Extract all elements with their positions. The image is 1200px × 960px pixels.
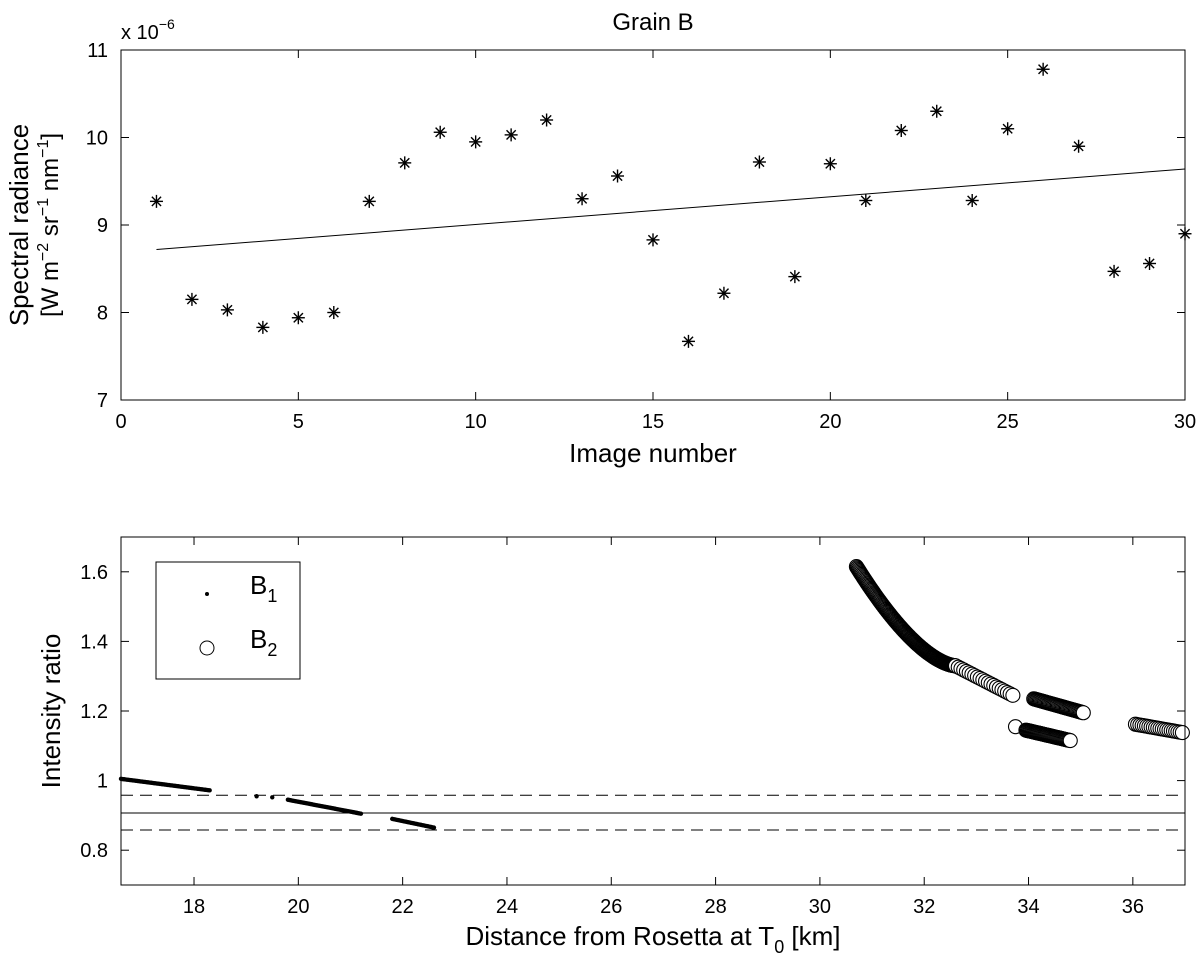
- data-point: [681, 334, 695, 348]
- legend: B1 B2: [155, 561, 301, 680]
- legend-marker-b2: [199, 640, 215, 656]
- legend-marker-b1: [205, 592, 209, 596]
- x-tick-label: 30: [809, 896, 831, 918]
- x-tick-label: 25: [997, 411, 1019, 433]
- y-tick-label: 0.8: [80, 840, 108, 862]
- data-point: [752, 155, 766, 169]
- x-tick-label: 20: [287, 896, 309, 918]
- x-tick-label: 30: [1174, 411, 1196, 433]
- y-axis-label: Spectral radiance [W m−2 sr−1 nm−1]: [4, 124, 64, 326]
- y-tick-label: 1: [97, 771, 108, 793]
- x-tick-label: 10: [465, 411, 487, 433]
- data-point: [930, 104, 944, 118]
- data-point: [1036, 62, 1050, 76]
- x-tick-label: 18: [183, 896, 205, 918]
- data-point: [185, 292, 199, 306]
- data-point-b1: [254, 794, 259, 799]
- x-tick-label: 5: [293, 411, 304, 433]
- legend-label-b2: B2: [250, 624, 277, 660]
- x-tick-label: 15: [642, 411, 664, 433]
- y-tick-label: 9: [97, 215, 108, 237]
- y-tick-label: 1.4: [80, 631, 108, 653]
- data-point: [611, 169, 625, 183]
- data-point-b1: [207, 788, 212, 793]
- data-point: [433, 125, 447, 139]
- plot-area-top: [120, 49, 1186, 401]
- data-point: [540, 113, 554, 127]
- data-point-b1: [431, 825, 437, 830]
- data-point: [1107, 264, 1121, 278]
- x-tick-label: 32: [913, 896, 935, 918]
- y-tick-label: 1.2: [80, 701, 108, 723]
- y-tick-label: 1.6: [80, 562, 108, 584]
- legend-label-b1: B1: [250, 570, 277, 606]
- data-point: [894, 124, 908, 137]
- plot-area-bottom: [120, 536, 1186, 886]
- y-axis-label-line2: [W m−2 sr−1 nm−1]: [35, 133, 64, 317]
- data-point: [149, 194, 163, 208]
- data-point: [859, 194, 873, 207]
- chart-bottom-intensity-ratio: 18 20 22 24 26 28 30 32 34 36 0.8 1 1.2 1.4 1.6 Distan…: [36, 536, 1190, 957]
- data-point-b2: [1174, 725, 1190, 741]
- y-axis-label-line1: Spectral radiance: [4, 124, 34, 326]
- data-point: [256, 320, 270, 334]
- data-point-b2: [1005, 687, 1021, 703]
- x-tick-label: 20: [819, 411, 841, 433]
- x-tick-label: 28: [704, 896, 726, 918]
- data-point: [469, 135, 483, 149]
- data-point: [291, 311, 305, 325]
- data-point-b1: [358, 811, 364, 816]
- y-multiplier: x 10−6: [121, 16, 175, 44]
- data-point: [1001, 122, 1015, 136]
- x-tick-label: 24: [496, 896, 518, 918]
- x-axis-label: Image number: [569, 438, 737, 468]
- data-point: [362, 194, 376, 208]
- data-point-b1: [270, 795, 275, 800]
- legend-box: [155, 561, 301, 680]
- x-tick-label: 36: [1122, 896, 1144, 918]
- data-point: [398, 156, 412, 170]
- data-point: [220, 303, 234, 317]
- y-tick-label: 7: [97, 390, 108, 412]
- data-point: [504, 128, 518, 142]
- data-point: [327, 306, 341, 319]
- data-point: [965, 194, 979, 207]
- data-point-b2: [1075, 705, 1091, 721]
- data-point: [788, 270, 802, 284]
- x-tick-label: 0: [115, 411, 126, 433]
- data-point: [646, 233, 660, 247]
- data-point: [1143, 257, 1157, 270]
- data-point: [1072, 139, 1086, 153]
- y-tick-label: 10: [86, 128, 108, 150]
- data-point: [717, 286, 731, 300]
- y-tick-label: 8: [97, 303, 108, 325]
- y-tick-label: 11: [87, 40, 108, 62]
- x-tick-label: 22: [392, 896, 414, 918]
- x-tick-label: 34: [1017, 896, 1039, 918]
- data-point: [575, 192, 589, 206]
- x-tick-label: 26: [600, 896, 622, 918]
- trend-line: [156, 168, 1186, 250]
- y-axis-label-bottom: Intensity ratio: [36, 634, 66, 789]
- x-axis-label-bottom: Distance from Rosetta at T0 [km]: [465, 921, 840, 957]
- chart-title: Grain B: [612, 9, 693, 36]
- data-point-b2: [1062, 733, 1078, 749]
- chart-top-grain-b: Grain B x 10−6 0 5 10 15 20 25 30 7 8 9 10 11 Image…: [4, 9, 1196, 468]
- data-point: [823, 157, 837, 171]
